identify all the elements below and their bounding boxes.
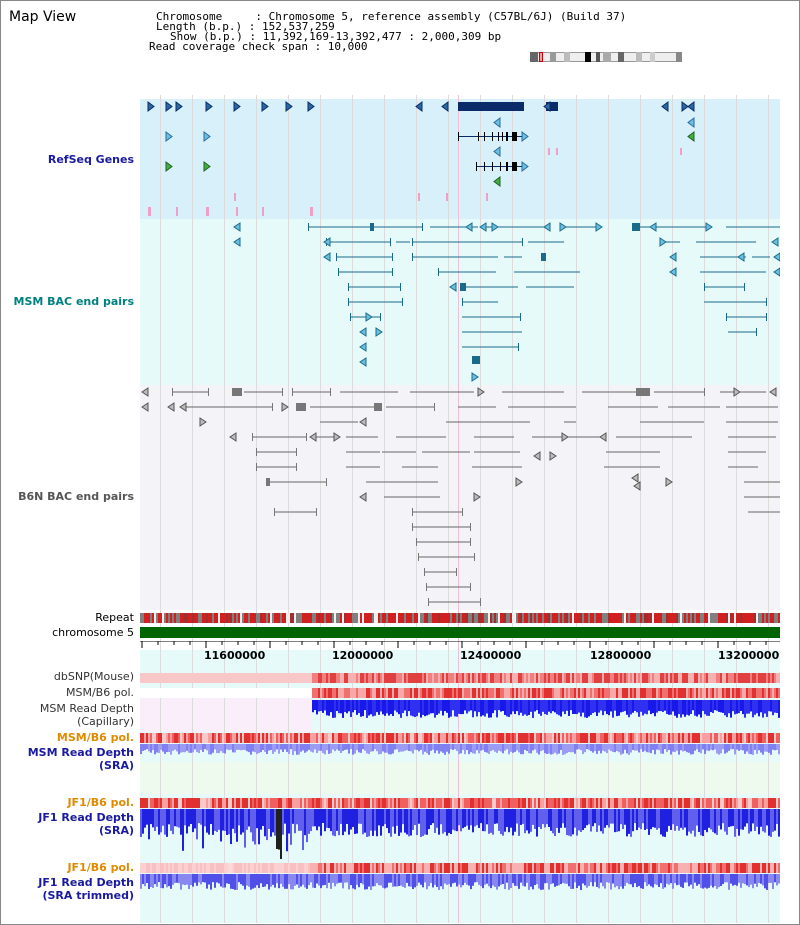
show-range-info: Show (b.p.) : 11,392,169-13,392,477 : 2,… xyxy=(170,30,502,43)
refseq-track-label: RefSeq Genes xyxy=(47,153,134,166)
axis-tick-label: 11600000 xyxy=(204,649,266,662)
repeat-track[interactable] xyxy=(140,613,780,623)
chromosome-bar[interactable] xyxy=(140,627,780,638)
dbsnp-track[interactable] xyxy=(140,673,780,683)
jf1-depth-sra-label-1: JF1 Read Depth xyxy=(38,811,134,824)
jf1-b6-pol-track-2[interactable] xyxy=(140,863,780,873)
msm-depth-capillary-track[interactable] xyxy=(140,700,780,722)
dbsnp-track-label: dbSNP(Mouse) xyxy=(53,670,134,683)
chromosome-track-label: chromosome 5 xyxy=(52,626,134,639)
b6n-bac-track-label: B6N BAC end pairs xyxy=(18,490,134,503)
msm-bac-track-panel xyxy=(140,219,780,385)
length-info: Length (b.p.) : 152,537,259 xyxy=(156,20,335,33)
jf1-b6-pol-track[interactable] xyxy=(140,798,780,808)
jf1-depth-trimmed-label-2: (SRA trimmed) xyxy=(42,889,134,902)
repeat-track-label: Repeat xyxy=(95,611,134,624)
axis-tick-label: 12400000 xyxy=(460,649,522,662)
msm-depth-sra-label-2: (SRA) xyxy=(99,759,134,772)
refseq-genes-track[interactable] xyxy=(140,99,780,219)
msm-bac-end-pairs-track[interactable] xyxy=(140,219,780,385)
msm-depth-capillary-label-1: MSM Read Depth xyxy=(39,702,134,715)
b6n-bac-end-pairs-track[interactable] xyxy=(140,385,780,610)
page-title: Map View xyxy=(9,9,77,25)
jf1-depth-trimmed-track[interactable] xyxy=(140,874,780,896)
msm-b6-pol-label-2: MSM/B6 pol. xyxy=(56,731,134,744)
jf1-depth-sra-track[interactable] xyxy=(140,809,780,861)
msm-b6-pol-track[interactable] xyxy=(140,688,780,698)
axis-tick-label: 12000000 xyxy=(332,649,394,662)
msm-depth-sra-label-1: MSM Read Depth xyxy=(27,746,134,759)
coverage-span-info: Read coverage check span : 10,000 xyxy=(149,40,368,53)
jf1-b6-pol-label: JF1/B6 pol. xyxy=(67,796,134,809)
msm-b6-pol-track-2[interactable] xyxy=(140,733,780,743)
axis-tick-label: 12800000 xyxy=(590,649,652,662)
msm-sra-panel xyxy=(140,762,780,794)
position-axis xyxy=(140,641,780,648)
axis-tick-label: 13200000 xyxy=(718,649,780,662)
msm-b6-pol-label: MSM/B6 pol. xyxy=(66,686,134,699)
jf1-b6-pol-label-2: JF1/B6 pol. xyxy=(67,861,134,874)
msm-depth-capillary-label-2: (Capillary) xyxy=(77,715,134,728)
chromosome-info: Chromosome : Chromosome 5, reference ass… xyxy=(156,10,627,23)
jf1-depth-trimmed-label-1: JF1 Read Depth xyxy=(38,876,134,889)
refseq-track-panel xyxy=(140,99,780,219)
capillary-empty-region xyxy=(140,698,312,732)
jf1-depth-sra-label-2: (SRA) xyxy=(99,824,134,837)
msm-depth-sra-track[interactable] xyxy=(140,744,780,762)
chromosome-ideogram[interactable] xyxy=(530,52,682,62)
msm-bac-track-label: MSM BAC end pairs xyxy=(13,295,134,308)
